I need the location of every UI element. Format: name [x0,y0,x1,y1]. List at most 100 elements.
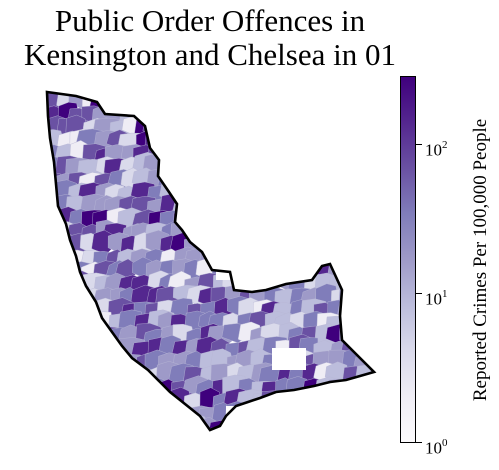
lsoa-area [169,431,198,440]
lsoa-area [47,429,63,430]
lsoa-area [226,167,252,191]
lsoa-area [63,378,89,405]
lsoa-area [275,92,300,112]
lsoa-area [47,182,52,206]
lsoa-area [79,416,101,430]
lsoa-area [143,92,165,112]
lsoa-area [380,355,390,375]
lsoa-area [302,92,331,120]
lsoa-area [236,244,265,265]
lsoa-area [352,92,374,111]
lsoa-area [51,336,74,358]
lsoa-area [279,400,302,428]
lsoa-area [276,153,299,178]
lsoa-area [222,93,244,119]
lsoa-area [247,258,270,283]
lsoa-area [349,105,374,125]
lsoa-area [234,183,261,206]
lsoa-area [381,144,390,163]
lsoa-area [275,118,301,140]
colorbar-tick-1 [416,293,422,294]
colorbar-label: Reported Crimes Per 100,000 People [470,118,491,402]
lsoa-area [260,428,291,430]
lsoa-area [54,360,80,386]
lsoa-area [235,92,258,104]
lsoa-area [47,390,64,413]
lsoa-area [222,158,246,180]
lsoa-area [352,308,374,335]
lsoa-area [53,284,78,305]
lsoa-area [325,211,347,231]
lsoa-area [356,414,374,430]
lsoa-area [289,194,315,219]
lsoa-area [52,378,78,398]
lsoa-area [145,106,175,131]
lsoa-area [66,298,87,325]
lsoa-area [47,403,69,423]
lsoa-area [47,300,56,328]
lsoa-area [304,119,325,146]
lsoa-area [369,160,374,183]
lsoa-area [172,153,194,179]
lsoa-area [259,131,283,157]
lsoa-area [314,235,342,256]
lsoa-area [363,196,374,219]
lsoa-area [53,355,81,380]
lsoa-area [278,101,306,127]
colorbar-tick-label-0: 100 [425,437,448,458]
lsoa-area [376,209,390,232]
lsoa-area [326,118,355,143]
lsoa-area [224,247,252,269]
lsoa-area [47,132,52,153]
lsoa-area [289,171,315,198]
lsoa-area [154,92,185,102]
lsoa-area [144,418,168,430]
lsoa-area [95,339,119,361]
lsoa-area [119,363,141,384]
colorbar [400,76,416,443]
lsoa-area [47,388,54,410]
lsoa-area [160,92,185,118]
lsoa-area [314,133,338,157]
lsoa-area [225,146,249,172]
lsoa-area [147,432,174,440]
lsoa-area [67,360,88,388]
lsoa-area [182,429,211,430]
lsoa-area [53,404,79,426]
lsoa-area [263,92,283,109]
lsoa-area [303,140,331,169]
lsoa-area [363,390,374,416]
lsoa-area [290,92,319,115]
lsoa-area [318,92,338,99]
lsoa-area [369,222,374,246]
lsoa-area [248,183,269,203]
lsoa-area [186,103,214,127]
colorbar-tick-label-2: 102 [425,139,448,160]
lsoa-area [185,114,206,140]
map-title: Public Order Offences in Kensington and … [0,4,420,72]
lsoa-area [315,108,336,131]
lsoa-area [53,273,78,302]
lsoa-area [185,142,207,169]
lsoa-area [47,271,55,295]
lsoa-area [248,401,275,426]
lsoa-area [363,286,374,306]
lsoa-area [326,218,352,238]
lsoa-area [108,415,134,430]
lsoa-area [366,141,374,162]
lsoa-area [184,130,211,157]
lsoa-area [118,399,145,421]
lsoa-area [298,192,320,219]
lsoa-area [337,400,362,423]
lsoa-area [380,258,390,282]
lsoa-area [69,404,88,426]
lsoa-area [80,341,103,360]
lsoa-area [285,220,309,241]
lsoa-area [53,246,75,271]
lsoa-area [208,142,234,171]
lsoa-area [172,412,194,430]
lsoa-area [94,92,117,100]
lsoa-area [380,309,390,331]
lsoa-area [381,391,390,417]
lsoa-area [326,92,349,104]
